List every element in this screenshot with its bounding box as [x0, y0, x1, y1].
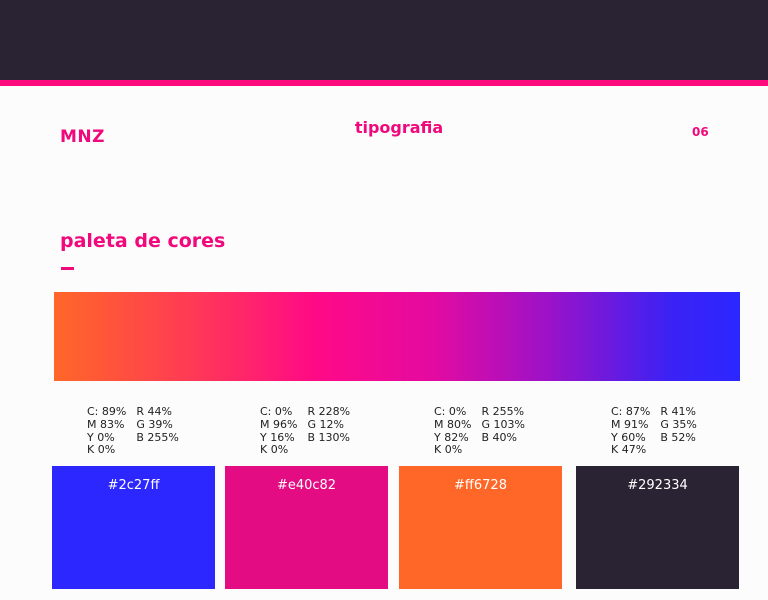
swatch-hex: #292334 — [627, 478, 688, 493]
cmyk-m: M 80% — [434, 417, 472, 431]
cmyk-k: K 0% — [87, 443, 116, 457]
cmyk-values: C: 87% M 91% Y 60% K 47% — [611, 405, 651, 457]
rgb-b: B 130% — [307, 430, 350, 444]
cmyk-y: Y 82% — [434, 430, 469, 444]
color-spec-dark: C: 87% M 91% Y 60% K 47% R 41% G 35% B 5… — [611, 405, 697, 457]
brand-logo: MNZ — [60, 127, 105, 147]
swatch-blue: #2c27ff — [52, 466, 215, 589]
swatch-hex: #2c27ff — [107, 478, 160, 493]
section-title: tipografia — [354, 118, 444, 137]
rgb-b: B 255% — [136, 430, 179, 444]
rgb-g: G 35% — [660, 417, 697, 431]
cmyk-m: M 96% — [260, 417, 298, 431]
cmyk-values: C: 0% M 96% Y 16% K 0% — [260, 405, 298, 457]
cmyk-c: C: 89% — [87, 405, 127, 418]
palette-title: paleta de cores — [60, 230, 226, 252]
title-underline — [61, 267, 74, 270]
top-bar — [0, 0, 768, 80]
rgb-values: R 228% G 12% B 130% — [307, 405, 351, 457]
swatch-dark: #292334 — [576, 466, 739, 589]
rgb-g: G 12% — [307, 417, 344, 431]
rgb-values: R 255% G 103% B 40% — [481, 405, 525, 457]
cmyk-values: C: 0% M 80% Y 82% K 0% — [434, 405, 472, 457]
rgb-values: R 44% G 39% B 255% — [136, 405, 179, 457]
rgb-values: R 41% G 35% B 52% — [660, 405, 697, 457]
rgb-r: R 255% — [481, 405, 525, 418]
swatch-pink: #e40c82 — [225, 466, 388, 589]
rgb-g: G 39% — [136, 417, 173, 431]
cmyk-y: Y 60% — [611, 430, 646, 444]
cmyk-y: Y 0% — [87, 430, 115, 444]
color-spec-orange: C: 0% M 80% Y 82% K 0% R 255% G 103% B 4… — [434, 405, 525, 457]
color-spec-blue: C: 89% M 83% Y 0% K 0% R 44% G 39% B 255… — [87, 405, 179, 457]
rgb-r: R 44% — [136, 405, 172, 418]
rgb-b: B 52% — [660, 430, 696, 444]
cmyk-k: K 0% — [434, 443, 463, 457]
cmyk-values: C: 89% M 83% Y 0% K 0% — [87, 405, 127, 457]
rgb-r: R 41% — [660, 405, 696, 418]
cmyk-m: M 91% — [611, 417, 649, 431]
color-spec-pink: C: 0% M 96% Y 16% K 0% R 228% G 12% B 13… — [260, 405, 351, 457]
cmyk-k: K 47% — [611, 443, 647, 457]
swatch-hex: #e40c82 — [276, 478, 337, 493]
top-accent-line — [0, 80, 768, 86]
swatch-hex: #ff6728 — [454, 478, 507, 493]
palette-gradient-bar — [54, 292, 740, 381]
rgb-r: R 228% — [307, 405, 351, 418]
cmyk-c: C: 87% — [611, 405, 651, 418]
page-number: 06 — [692, 125, 709, 139]
rgb-b: B 40% — [481, 430, 517, 444]
cmyk-k: K 0% — [260, 443, 289, 457]
cmyk-y: Y 16% — [260, 430, 295, 444]
rgb-g: G 103% — [481, 417, 525, 431]
cmyk-c: C: 0% — [260, 405, 293, 418]
cmyk-m: M 83% — [87, 417, 125, 431]
cmyk-c: C: 0% — [434, 405, 467, 418]
swatch-orange: #ff6728 — [399, 466, 562, 589]
